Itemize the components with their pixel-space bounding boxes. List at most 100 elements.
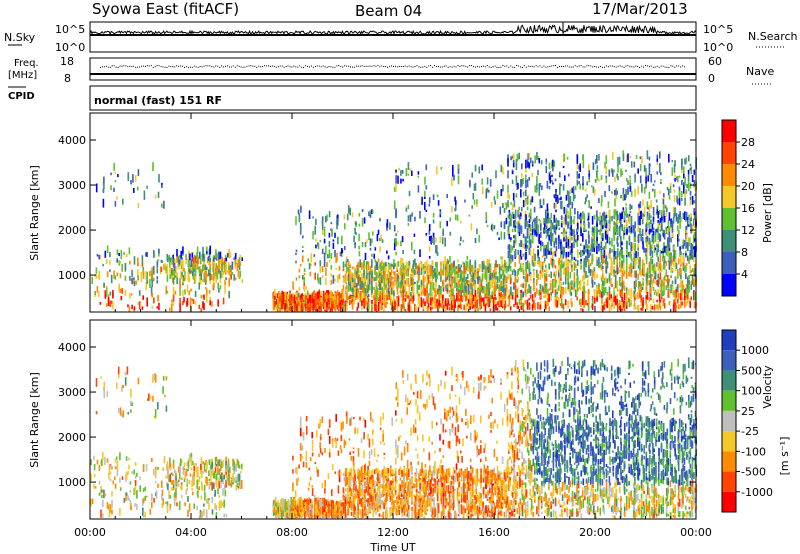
data-cell <box>587 295 590 301</box>
data-cell <box>324 302 326 310</box>
data-cell <box>393 225 396 232</box>
data-cell <box>431 278 434 286</box>
data-cell <box>565 235 568 242</box>
data-cell <box>608 275 611 282</box>
data-cell <box>200 254 202 261</box>
nave-dot <box>367 65 369 67</box>
data-cell <box>663 246 666 253</box>
data-cell <box>537 260 539 265</box>
data-cell <box>651 234 654 243</box>
data-cell <box>681 287 684 292</box>
data-cell <box>221 259 224 269</box>
data-cell <box>560 270 562 277</box>
data-cell <box>445 287 447 292</box>
data-cell <box>181 272 183 277</box>
data-cell <box>278 308 280 312</box>
data-cell <box>124 275 127 281</box>
data-cell <box>327 290 330 299</box>
data-cell <box>601 283 603 291</box>
data-cell <box>436 272 438 280</box>
nave-dot <box>650 65 652 67</box>
data-cell <box>119 273 122 279</box>
data-cell <box>394 301 396 311</box>
data-cell <box>371 238 373 244</box>
nave-dot <box>248 65 250 67</box>
data-cell <box>459 284 462 293</box>
data-cell <box>620 213 622 221</box>
data-cell <box>553 251 556 256</box>
data-cell <box>495 260 497 268</box>
data-cell <box>560 231 563 234</box>
data-cell <box>628 298 631 308</box>
data-cell <box>161 182 163 187</box>
nave-dot <box>203 65 205 67</box>
data-cell <box>118 260 120 266</box>
data-cell <box>190 268 192 274</box>
data-cell <box>509 265 512 272</box>
data-cell <box>334 249 336 258</box>
data-cell <box>222 262 225 265</box>
data-cell <box>400 285 403 290</box>
data-cell <box>550 223 552 232</box>
data-cell <box>513 245 515 249</box>
data-cell <box>323 258 326 267</box>
data-cell <box>281 308 283 311</box>
data-cell <box>146 297 148 304</box>
data-cell <box>528 268 531 277</box>
data-cell <box>528 286 531 293</box>
freq-unit-label: [MHz] <box>8 70 37 81</box>
data-cell <box>384 271 386 277</box>
data-cell <box>639 257 641 261</box>
data-cell <box>667 220 670 229</box>
nave-dot <box>299 65 301 67</box>
data-cell <box>598 216 600 221</box>
data-cell <box>451 290 453 294</box>
data-cell <box>491 293 493 300</box>
data-cell <box>432 212 435 218</box>
data-cell <box>651 229 654 233</box>
nsky-trace <box>89 22 697 36</box>
data-cell <box>588 300 590 304</box>
data-cell <box>413 233 416 237</box>
data-cell <box>471 271 474 276</box>
data-cell <box>380 234 382 242</box>
nave-dot <box>199 66 201 67</box>
data-cell <box>400 287 403 292</box>
data-cell <box>456 259 459 263</box>
data-cell <box>681 281 684 290</box>
data-cell <box>604 287 607 294</box>
data-cell <box>577 228 579 232</box>
nave-dot <box>242 66 244 68</box>
nave-dot <box>682 65 684 67</box>
data-cell <box>366 261 368 268</box>
data-cell <box>537 249 539 256</box>
data-cell <box>544 229 546 233</box>
data-cell <box>275 299 278 302</box>
data-cell <box>486 289 489 294</box>
nave-dot <box>400 66 402 67</box>
data-cell <box>133 277 135 281</box>
data-cell <box>656 250 658 255</box>
data-cell <box>489 263 492 267</box>
data-cell <box>400 291 403 296</box>
data-cell <box>229 252 232 258</box>
data-cell <box>166 263 169 267</box>
data-cell <box>620 221 622 228</box>
data-cell <box>412 286 415 294</box>
data-cell <box>634 231 636 239</box>
data-cell <box>142 295 144 300</box>
data-cell <box>411 295 413 300</box>
data-cell <box>364 298 367 307</box>
data-cell <box>571 265 573 273</box>
data-cell <box>298 301 300 308</box>
data-cell <box>498 272 501 281</box>
data-cell <box>500 221 503 228</box>
data-cell <box>395 251 397 256</box>
data-cell <box>442 304 445 312</box>
data-cell <box>529 242 532 248</box>
data-cell <box>508 231 511 235</box>
data-cell <box>393 265 395 270</box>
data-cell <box>395 238 397 247</box>
data-cell <box>659 249 662 255</box>
data-cell <box>645 285 648 294</box>
